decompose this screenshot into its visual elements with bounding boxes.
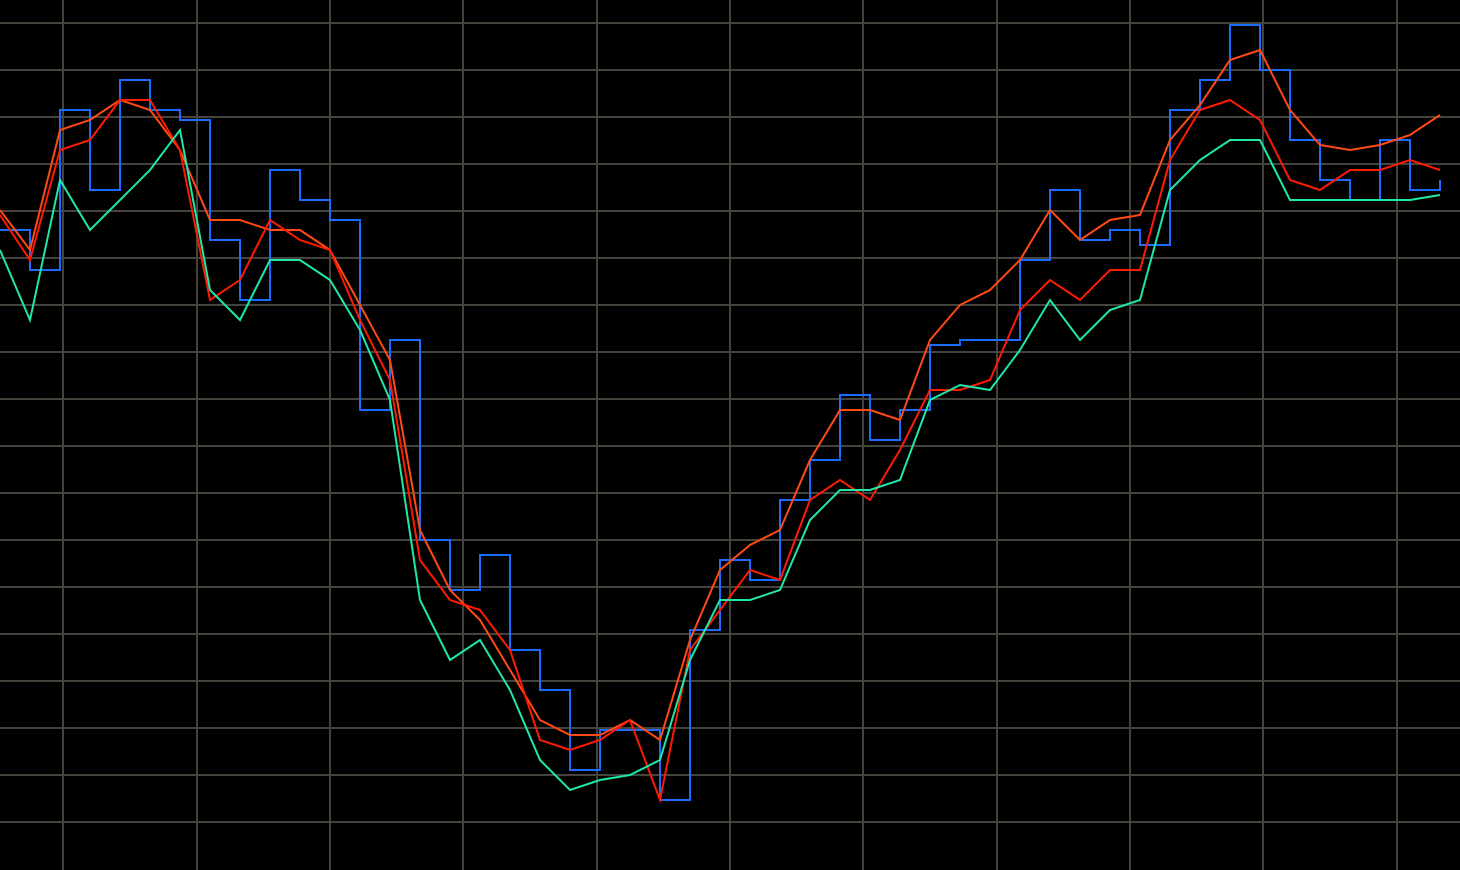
series-line [0, 98, 1441, 804]
series-line [0, 48, 1441, 742]
series-line [0, 127, 1441, 792]
